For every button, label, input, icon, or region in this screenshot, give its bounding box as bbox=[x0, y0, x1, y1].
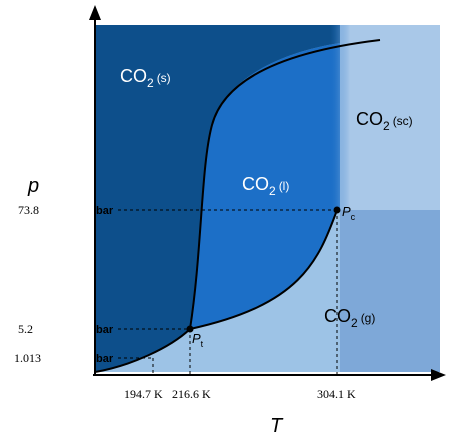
triple-point-label: Pt bbox=[192, 331, 204, 349]
guide-lines bbox=[118, 209, 338, 375]
phase-boundaries bbox=[94, 39, 381, 373]
y-axis-arrow bbox=[89, 5, 101, 20]
pressure-unit-triple: bar bbox=[96, 324, 114, 336]
pressure-unit-atmospheric: bar bbox=[96, 353, 114, 365]
vaporization-curve bbox=[189, 209, 338, 330]
axes bbox=[89, 5, 446, 381]
supercritical-transition bbox=[330, 25, 350, 210]
triple-point-marker bbox=[186, 325, 194, 333]
solid-region-label: CO2 (s) bbox=[120, 66, 171, 90]
x-axis-title: T bbox=[270, 415, 284, 437]
pressure-tick-atmospheric: 1.013 bbox=[14, 351, 41, 365]
temperature-tick-triple: 216.6 K bbox=[172, 387, 211, 401]
gas-region-label: CO2 (g) bbox=[324, 306, 375, 330]
pressure-unit-critical: bar bbox=[96, 205, 114, 217]
sublimation-curve bbox=[94, 328, 191, 373]
x-axis-arrow bbox=[431, 369, 446, 381]
temperature-tick-sublimation: 194.7 K bbox=[124, 387, 163, 401]
supercritical-region-label: CO2 (sc) bbox=[356, 109, 413, 133]
region-fills bbox=[95, 25, 440, 372]
temperature-tick-critical: 304.1 K bbox=[317, 387, 356, 401]
supercritical-region-lower bbox=[340, 210, 440, 372]
liquid-region-label: CO2 (l) bbox=[242, 174, 289, 198]
y-axis-title: p bbox=[27, 175, 39, 197]
melting-curve bbox=[189, 39, 381, 330]
pressure-tick-critical: 73.8 bbox=[18, 203, 39, 217]
critical-point-label: Pc bbox=[342, 204, 356, 222]
pressure-tick-triple: 5.2 bbox=[18, 322, 33, 336]
supercritical-region-upper bbox=[340, 25, 440, 210]
liquid-region bbox=[190, 43, 340, 329]
critical-point-marker bbox=[333, 206, 341, 214]
solid-region bbox=[95, 25, 340, 372]
